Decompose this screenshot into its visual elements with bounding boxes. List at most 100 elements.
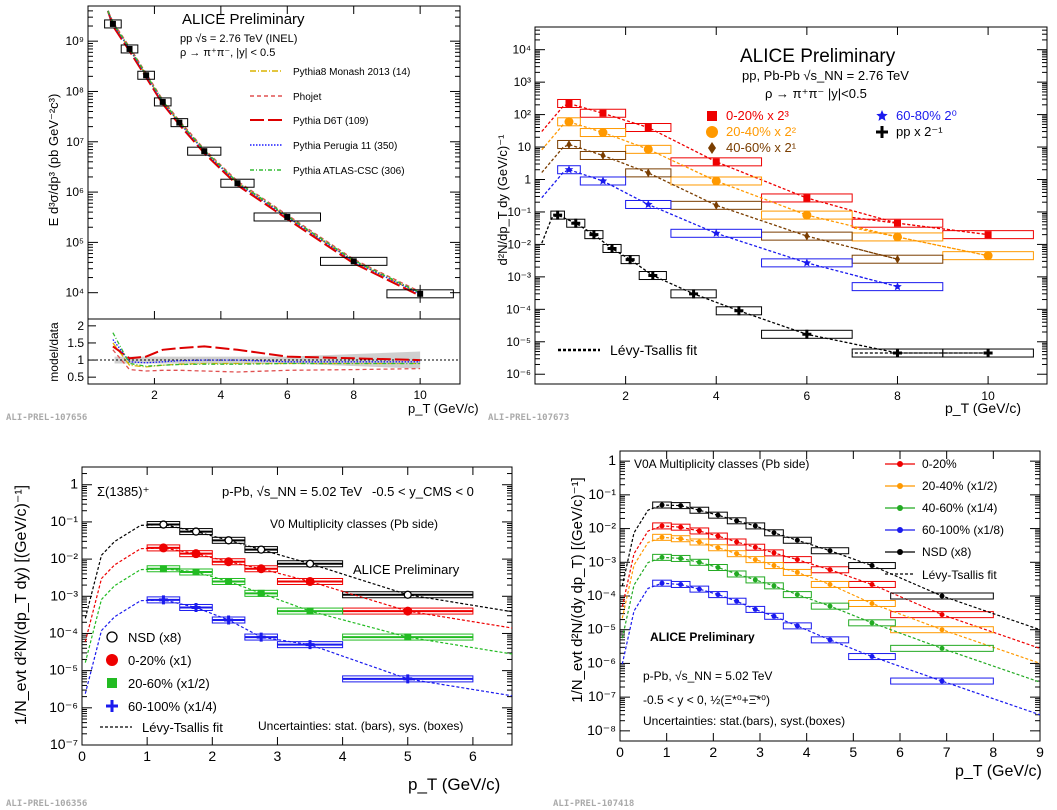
sys-box [689, 538, 710, 546]
x-tick-label: 4 [803, 744, 811, 760]
point-star [712, 228, 721, 237]
x-tick-label: 4 [713, 389, 720, 403]
fit-curve [541, 214, 989, 354]
sys-box [848, 562, 896, 570]
point-circle [983, 251, 993, 261]
x-tick-label: 5 [404, 748, 412, 764]
point-diamond [645, 168, 651, 178]
data-point [176, 119, 183, 126]
x-tick-label: 8 [894, 389, 901, 403]
sys-box [782, 622, 812, 630]
sys-box [745, 605, 766, 613]
x-tick-label: 6 [896, 744, 904, 760]
y-axis-label: E d³σ/dp³ (pb GeV⁻²c³) [46, 94, 61, 227]
sys-box [220, 178, 255, 188]
data-point [771, 583, 777, 589]
y-tick-label: 10⁻³ [507, 270, 531, 284]
data-point [715, 565, 721, 571]
point-cross [403, 674, 413, 684]
point-square [644, 124, 652, 132]
data-point [659, 534, 665, 540]
x-tick-label: 2 [709, 744, 717, 760]
sys-box [557, 98, 581, 108]
sys-box [137, 70, 155, 80]
point-diamond [708, 142, 716, 154]
corner-label: ALI-PREL-107673 [488, 413, 569, 423]
data-point [869, 563, 875, 569]
point-square [107, 678, 117, 688]
sys-box [726, 597, 747, 605]
sys-box [782, 536, 812, 544]
sys-box [625, 123, 672, 133]
y-tick-label: 10⁷ [66, 135, 84, 149]
point-open-circle [257, 545, 266, 554]
y-tick-label: 10⁻² [588, 520, 616, 536]
point-square [257, 589, 265, 597]
y-tick-label: 10⁻⁴ [506, 302, 531, 316]
data-point [696, 507, 702, 513]
chart-subtitle: p-Pb, √s_NN = 5.02 TeV [643, 669, 772, 683]
legend-label: 60-100% (x1/8) [922, 523, 1004, 537]
legend-marker [897, 483, 903, 489]
point-cross [689, 289, 699, 299]
sys-box [708, 532, 728, 540]
y-axis-label: d²N/dp_T dy (GeV/c)⁻¹ [495, 134, 510, 266]
data-point [715, 592, 721, 598]
point-star [644, 200, 653, 209]
y-tick-label: 1 [524, 173, 531, 187]
chart-subtitle: ρ → π⁺π⁻ |y|<0.5 [765, 86, 867, 101]
data-point [752, 577, 758, 583]
x-axis-label: p_T (GeV/c) [945, 400, 1021, 416]
data-point [771, 563, 777, 569]
point-circle [305, 576, 315, 586]
sys-box [810, 547, 850, 555]
sys-box [745, 576, 766, 584]
point-diamond [713, 200, 719, 210]
point-circle [403, 606, 413, 616]
data-point [827, 567, 833, 573]
point-open-circle [191, 527, 201, 536]
y-tick-label: 10⁴ [65, 286, 84, 300]
uncertainties-label: Uncertainties: stat. (bars), sys. (boxes… [258, 719, 463, 733]
y-tick-label: 10⁻⁸ [587, 722, 616, 738]
data-point [678, 555, 684, 561]
x-tick-label: 5 [849, 744, 857, 760]
sys-box [726, 570, 747, 578]
y-axis-label: 1/N_evt d²N/(dy dp_T) [(GeV/c)⁻¹] [569, 477, 586, 702]
x-axis-label: p_T (GeV/c) [408, 401, 479, 416]
data-point [659, 502, 665, 508]
y-tick-label: 10⁻⁶ [506, 367, 531, 381]
data-point [284, 213, 291, 220]
chart-subtitle: -0.5 < y_CMS < 0 [372, 484, 474, 499]
model-curve [107, 10, 421, 293]
point-open-circle [224, 536, 233, 545]
y-tick-label: 10⁻⁵ [506, 335, 531, 349]
data-point [734, 551, 740, 557]
sys-box [689, 527, 710, 535]
point-square [984, 231, 992, 239]
chart-subtitle: pp √s = 2.76 TeV (INEL) [180, 33, 297, 45]
corner-label: ALI-PREL-106356 [6, 799, 87, 809]
x-tick-label: 0 [78, 748, 86, 764]
data-point [715, 512, 721, 518]
point-circle [598, 128, 608, 138]
x-tick-label: 3 [274, 748, 282, 764]
y-tick-label: 10⁻⁷ [588, 688, 616, 704]
data-point [939, 645, 945, 651]
plot-frame [81, 466, 513, 746]
corner-label: ALI-PREL-107418 [553, 799, 634, 809]
point-diamond [894, 254, 900, 264]
data-point [659, 523, 665, 529]
data-point [752, 557, 758, 563]
data-point [827, 637, 833, 643]
data-point [939, 593, 945, 599]
ratio-curve [112, 332, 421, 367]
data-point [869, 600, 875, 606]
data-point [696, 586, 702, 592]
point-diamond [600, 150, 606, 160]
x-tick-label: 3 [756, 744, 764, 760]
sys-box [170, 118, 189, 128]
sys-box [745, 556, 766, 564]
point-square [803, 194, 811, 202]
point-cross [734, 306, 744, 316]
